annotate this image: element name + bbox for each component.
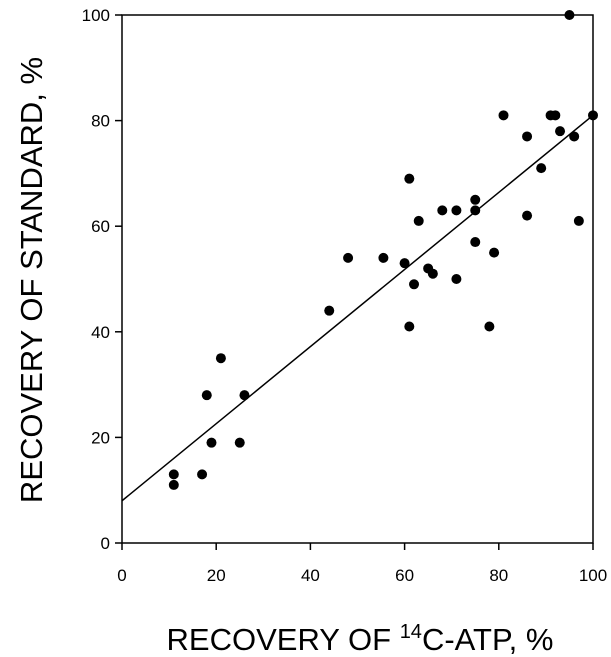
y-axis: 0 20 40 60 80 100 bbox=[82, 6, 122, 553]
data-point bbox=[168, 469, 179, 480]
x-tick-label: 60 bbox=[395, 566, 414, 585]
data-point bbox=[324, 305, 335, 316]
y-tick-label: 100 bbox=[82, 6, 110, 25]
x-tick-label: 100 bbox=[579, 566, 607, 585]
data-point bbox=[470, 194, 481, 205]
data-point bbox=[555, 126, 566, 137]
data-points bbox=[168, 10, 598, 490]
data-point bbox=[489, 247, 500, 258]
data-point bbox=[498, 110, 509, 121]
data-point bbox=[427, 268, 438, 279]
data-point bbox=[378, 252, 389, 263]
x-axis-title: RECOVERY OF 14C-ATP, % bbox=[167, 621, 554, 657]
data-point bbox=[588, 110, 598, 121]
x-axis-title-suffix: C-ATP, % bbox=[422, 622, 554, 657]
x-axis-title-prefix: RECOVERY OF bbox=[167, 622, 400, 657]
data-point bbox=[404, 173, 415, 184]
regression-line bbox=[121, 114, 594, 502]
data-point bbox=[573, 215, 584, 226]
data-point bbox=[522, 210, 533, 221]
data-point bbox=[215, 353, 226, 364]
plot-area bbox=[121, 14, 594, 544]
data-point bbox=[409, 279, 420, 290]
data-point bbox=[234, 437, 245, 448]
data-point bbox=[437, 205, 448, 216]
x-axis: 0 20 40 60 80 100 bbox=[117, 543, 607, 585]
data-point bbox=[399, 258, 410, 269]
x-tick-label: 0 bbox=[117, 566, 126, 585]
x-tick-label: 80 bbox=[489, 566, 508, 585]
data-point bbox=[239, 390, 250, 401]
data-point bbox=[201, 390, 212, 401]
data-point bbox=[522, 131, 533, 142]
data-point bbox=[206, 437, 217, 448]
plot-border bbox=[121, 14, 594, 544]
data-point bbox=[451, 274, 462, 284]
data-point bbox=[569, 131, 580, 142]
data-point bbox=[484, 321, 495, 332]
data-point bbox=[470, 205, 481, 216]
data-point bbox=[564, 10, 575, 20]
data-point bbox=[413, 215, 424, 226]
x-tick-label: 40 bbox=[301, 566, 320, 585]
data-point bbox=[343, 252, 354, 263]
data-point bbox=[451, 205, 462, 216]
y-tick-label: 0 bbox=[101, 534, 110, 553]
data-point bbox=[404, 321, 415, 332]
y-axis-title: RECOVERY OF STANDARD, % bbox=[14, 57, 49, 503]
y-tick-label: 60 bbox=[91, 217, 110, 236]
data-point bbox=[168, 479, 179, 490]
data-point bbox=[550, 110, 561, 121]
x-tick-label: 20 bbox=[207, 566, 226, 585]
regression-line-group bbox=[121, 114, 594, 502]
y-tick-label: 40 bbox=[91, 323, 110, 342]
data-point bbox=[536, 163, 547, 174]
y-tick-label: 80 bbox=[91, 112, 110, 131]
y-tick-label: 20 bbox=[91, 428, 110, 447]
x-axis-title-superscript: 14 bbox=[400, 621, 422, 643]
data-point bbox=[197, 469, 208, 480]
data-point bbox=[470, 237, 481, 248]
